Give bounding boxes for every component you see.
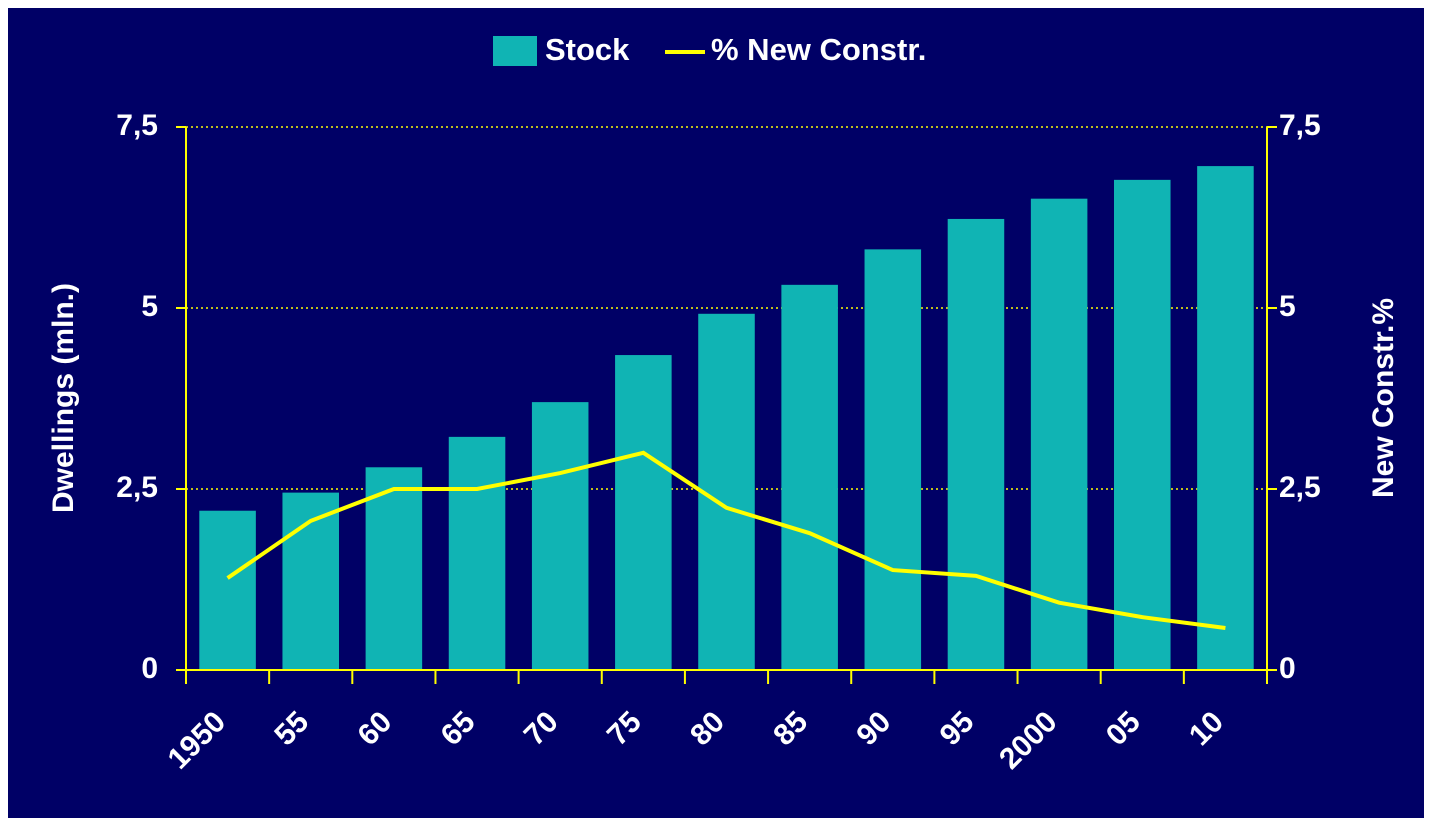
bar [1197,166,1254,670]
legend-label: Stock [545,32,630,67]
bar [698,313,755,670]
y-tick-label: 0 [141,652,158,685]
bar [781,284,838,670]
bar [1113,179,1171,671]
y-tick-label: 7,5 [116,109,158,142]
legend-label: % New Constr. [711,32,926,67]
line [226,450,1226,630]
y-tick-label: 2,5 [116,471,158,504]
bar [615,355,672,670]
y-tick-label: 5 [141,290,158,323]
y2-tick-label: 5 [1279,290,1296,323]
bar [365,467,423,670]
bar [199,510,256,670]
y2-tick-label: 2,5 [1279,471,1321,504]
y2-axis-title: New Constr.% [1367,298,1400,498]
y-axis-title: Dwellings (mln.) [47,283,80,513]
y2-tick-label: 7,5 [1279,109,1321,142]
bar [531,402,589,670]
y2-tick-label: 0 [1279,652,1296,685]
bar [448,436,506,670]
bar [864,249,922,670]
legend-swatch [493,36,537,66]
bar [947,218,1005,670]
bar [1030,198,1088,670]
